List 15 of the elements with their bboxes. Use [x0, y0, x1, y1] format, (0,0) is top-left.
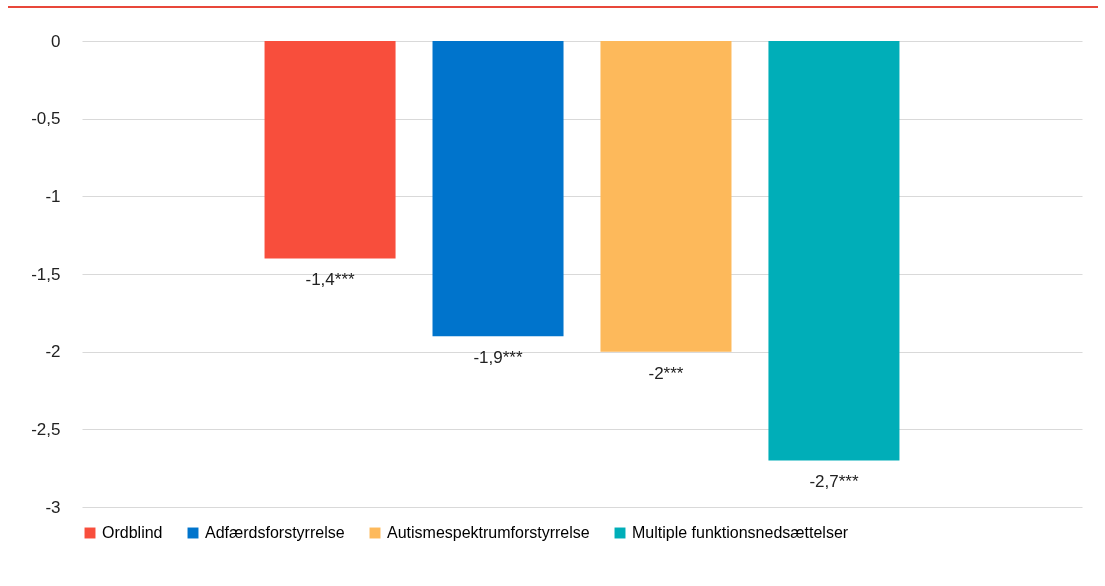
legend-label: Ordblind	[102, 524, 163, 541]
y-tick-label: -1	[45, 186, 61, 206]
y-tick-label: -2,5	[31, 419, 61, 439]
y-tick-label: -0,5	[31, 109, 61, 129]
text: -2***	[648, 363, 684, 383]
y-tick-label: -3	[45, 497, 61, 517]
text: -1,4***	[305, 270, 355, 290]
y-tick-label: -1,5	[31, 264, 61, 284]
legend-label: Adfærdsforstyrrelse	[205, 524, 345, 541]
text: -2,7***	[809, 472, 859, 492]
text: -1,9***	[473, 348, 523, 368]
y-tick-label: 0	[51, 31, 61, 51]
legend-label: Multiple funktionsnedsættelser	[632, 524, 849, 541]
y-tick-label: -2	[45, 342, 61, 362]
legend-label: Autismespektrumforstyrrelse	[387, 524, 590, 541]
